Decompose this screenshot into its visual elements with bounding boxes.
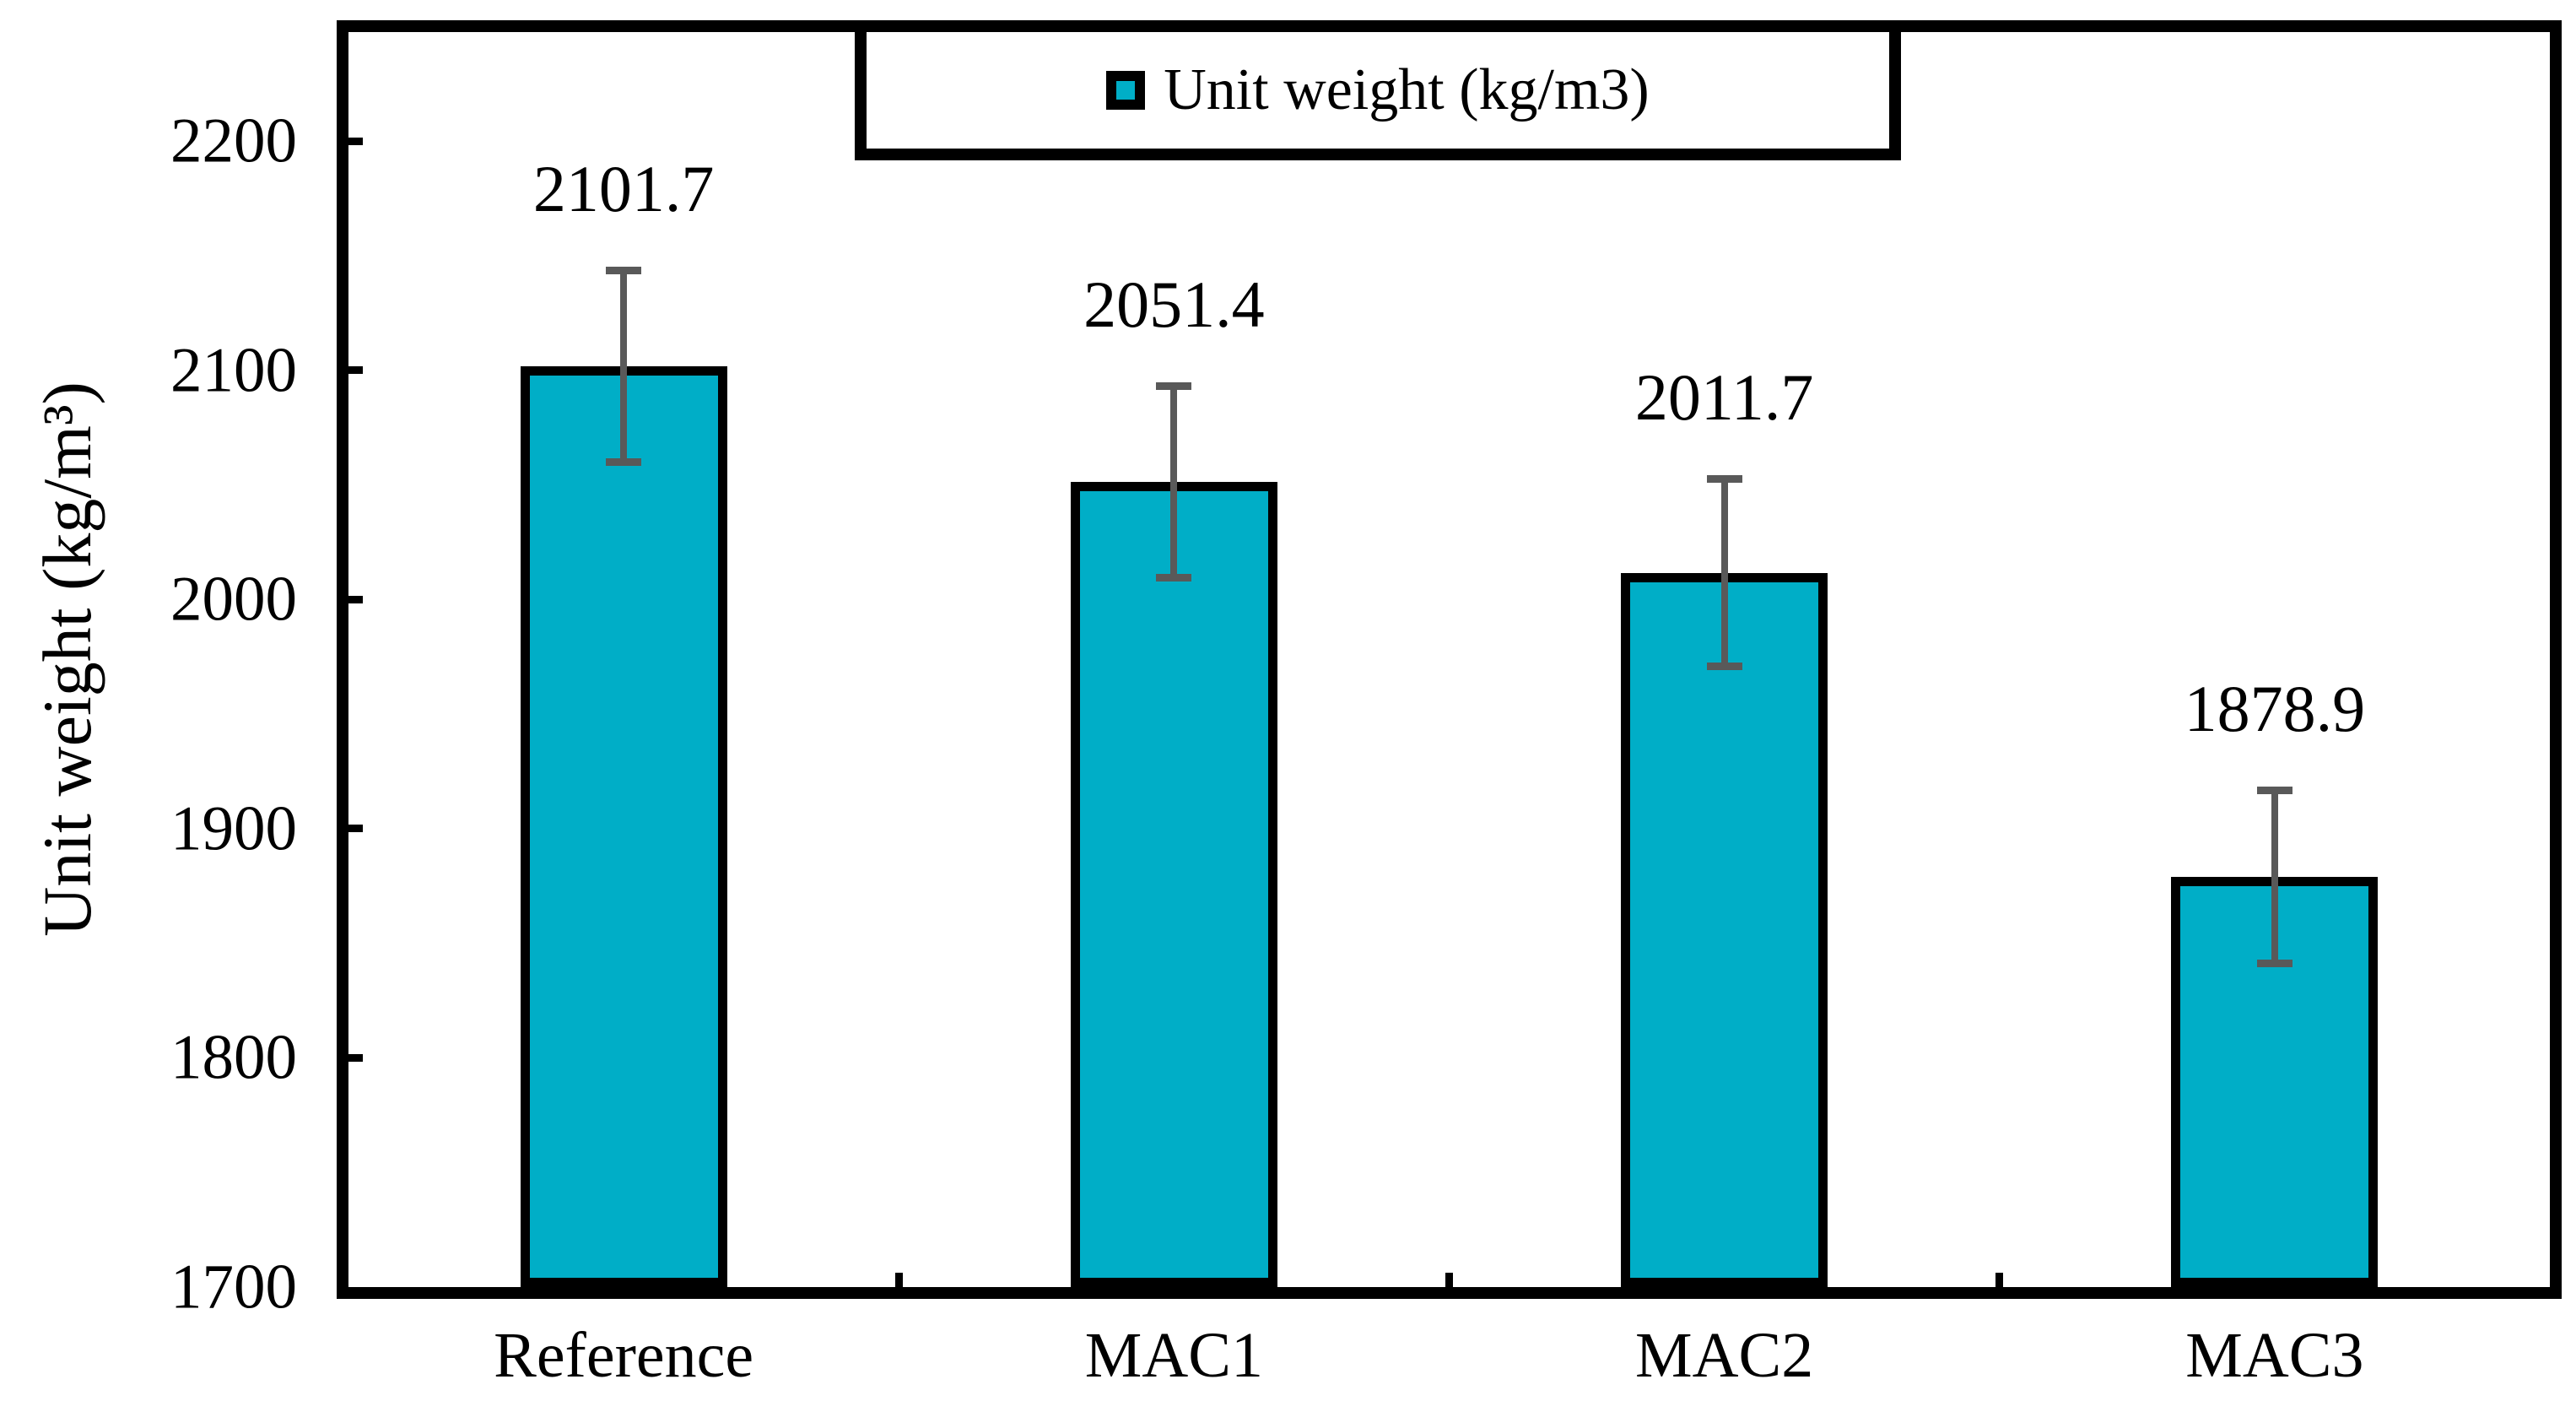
y-tick-label: 1900 bbox=[170, 793, 297, 864]
y-tick-label: 2200 bbox=[170, 105, 297, 176]
y-tick-mark bbox=[348, 825, 363, 833]
error-bar-line bbox=[620, 270, 628, 463]
error-bar-cap-bottom bbox=[606, 458, 642, 467]
y-tick-mark bbox=[348, 1053, 363, 1062]
legend-marker-icon bbox=[1106, 71, 1146, 110]
bar bbox=[1621, 572, 1828, 1287]
x-tick-label: MAC1 bbox=[1084, 1320, 1263, 1391]
error-bar-line bbox=[2271, 790, 2278, 965]
y-tick-label: 1800 bbox=[170, 1022, 297, 1093]
bar bbox=[520, 366, 727, 1287]
bar-value-label: 2101.7 bbox=[532, 152, 715, 226]
x-tick-label: Reference bbox=[494, 1320, 754, 1391]
x-tick-mark bbox=[894, 1273, 903, 1287]
x-tick-mark bbox=[1995, 1273, 2004, 1287]
y-tick-label: 2000 bbox=[170, 564, 297, 635]
error-bar-cap-bottom bbox=[2256, 960, 2292, 968]
bar-value-label: 1878.9 bbox=[2184, 672, 2366, 746]
y-tick-mark bbox=[348, 366, 363, 375]
error-bar-cap-bottom bbox=[1156, 573, 1192, 581]
error-bar-cap-top bbox=[1706, 475, 1742, 484]
x-tick-label: MAC2 bbox=[1635, 1320, 1814, 1391]
error-bar-cap-bottom bbox=[1706, 662, 1742, 670]
error-bar-line bbox=[1170, 385, 1178, 578]
y-tick-label: 1700 bbox=[170, 1252, 297, 1323]
bar bbox=[1070, 481, 1277, 1287]
y-tick-mark bbox=[348, 595, 363, 603]
legend-label: Unit weight (kg/m3) bbox=[1164, 57, 1650, 122]
error-bar-cap-top bbox=[606, 267, 642, 275]
y-tick-label: 2100 bbox=[170, 335, 297, 406]
y-tick-mark bbox=[348, 137, 363, 145]
x-tick-mark bbox=[1445, 1273, 1453, 1287]
x-tick-label: MAC3 bbox=[2185, 1320, 2364, 1391]
error-bar-cap-top bbox=[2256, 787, 2292, 795]
error-bar-cap-top bbox=[1156, 381, 1192, 390]
bar-value-label: 2011.7 bbox=[1634, 360, 1814, 435]
error-bar-line bbox=[1720, 479, 1728, 667]
legend: Unit weight (kg/m3) bbox=[855, 20, 1901, 160]
bar-value-label: 2051.4 bbox=[1083, 267, 1265, 341]
